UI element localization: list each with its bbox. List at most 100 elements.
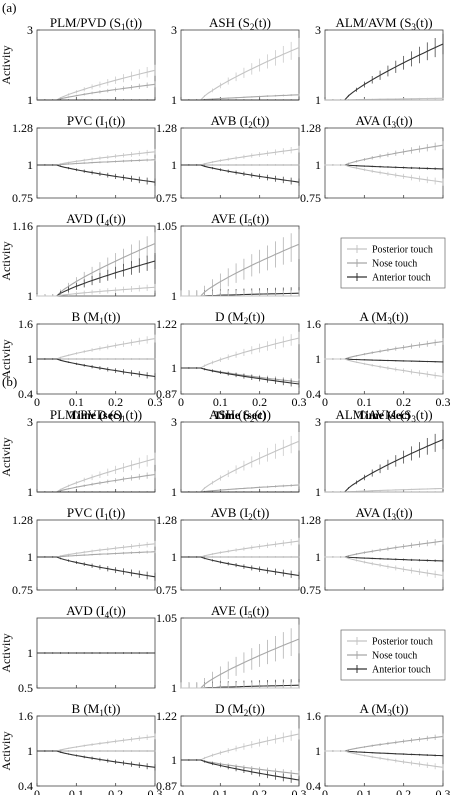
x-tick-label: 0.3 <box>436 787 451 795</box>
x-tick-label: 0.2 <box>252 787 267 795</box>
plot-frame <box>180 127 300 199</box>
subplot: PVC (I1(t)) 0.75 1 1.28 <box>12 505 156 597</box>
subplot-title: AVE (I5(t)) <box>211 211 269 228</box>
y-tick-label: 3 <box>27 415 33 429</box>
x-tick-label: 0 <box>178 787 184 795</box>
y-tick-label: 1 <box>171 753 177 767</box>
subplot: PLM/PVD (S1(t)) 1 3 Activity <box>0 15 156 107</box>
y-tick-label: 0.4 <box>18 779 33 793</box>
series-line-nose-touch <box>181 484 300 493</box>
series-line-anterior-touch <box>37 358 156 378</box>
y-tick-label: 0.75 <box>300 191 321 205</box>
subplot-title: D (M2(t)) <box>215 309 265 326</box>
series-line-posterior-touch <box>181 540 300 558</box>
subplot-title: ALM/AVM (S3(t)) <box>335 15 432 32</box>
subplot-title: PLM/PVD (S1(t)) <box>50 407 142 424</box>
panel-label: (a) <box>2 0 16 15</box>
panel-label: (b) <box>2 374 17 389</box>
legend-entry: Anterior touch <box>372 665 431 676</box>
y-tick-label: 3 <box>315 23 321 37</box>
series-line-anterior-touch <box>37 164 156 183</box>
subplot: PVC (I1(t)) 0.75 1 1.28 <box>12 113 156 205</box>
subplot: ASH (S2(t)) 1 3 <box>171 407 300 499</box>
subplot-title: PLM/PVD (S1(t)) <box>50 15 142 32</box>
series-line-nose-touch <box>325 735 444 752</box>
series-line-nose-touch <box>325 540 444 558</box>
x-tick-label: 0.3 <box>148 787 163 795</box>
series-line-posterior-touch <box>181 337 300 369</box>
y-tick-label: 1.28 <box>12 121 33 135</box>
series-line-posterior-touch <box>325 164 444 183</box>
subplot-title: AVA (I3(t)) <box>355 505 412 522</box>
series-line-posterior-touch <box>37 286 156 297</box>
subplot: ALM/AVM (S3(t)) 1 3 <box>315 407 444 499</box>
subplot: ALM/AVM (S3(t)) 1 3 <box>315 15 444 107</box>
y-tick-label: 1.6 <box>306 709 321 723</box>
y-tick-label: 1.28 <box>300 513 321 527</box>
y-tick-label: 1.6 <box>18 317 33 331</box>
series-line-anterior-touch <box>37 750 156 768</box>
subplot-title: A (M3(t)) <box>360 701 409 718</box>
x-tick-label: 0 <box>34 395 40 409</box>
y-tick-label: 1 <box>171 361 177 375</box>
subplot-title: B (M1(t)) <box>72 701 121 718</box>
subplot: AVB (I2(t)) 0.75 1 1.28 <box>156 505 300 597</box>
subplot-title: PVC (I1(t)) <box>67 113 125 130</box>
subplot-title: AVB (I2(t)) <box>211 113 270 130</box>
legend: Posterior touch Nose touch Anterior touch <box>340 237 446 289</box>
x-tick-label: 0 <box>34 787 40 795</box>
y-axis-label: Activity <box>0 731 13 770</box>
series-line-anterior-touch <box>181 759 300 781</box>
y-tick-label: 0.75 <box>12 191 33 205</box>
y-tick-label: 0.87 <box>156 779 177 793</box>
y-tick-label: 1.16 <box>12 219 33 233</box>
series-line-nose-touch <box>181 243 300 297</box>
series-line-anterior-touch <box>325 164 444 170</box>
series-line-posterior-touch <box>181 733 300 761</box>
subplot: AVD (I4(t)) 1 1.16 Activity <box>0 211 156 303</box>
x-tick-label: 0 <box>322 395 328 409</box>
series-line-posterior-touch <box>181 46 300 101</box>
subplot-title: ASH (S2(t)) <box>209 407 271 424</box>
y-tick-label: 1.6 <box>18 709 33 723</box>
y-tick-label: 3 <box>171 415 177 429</box>
subplot-title: AVD (I4(t)) <box>66 211 126 228</box>
subplot-title: PVC (I1(t)) <box>67 505 125 522</box>
series-line-nose-touch <box>325 340 444 360</box>
series-line-nose-touch <box>37 159 156 166</box>
plot-frame <box>180 421 300 493</box>
subplot-title: A (M3(t)) <box>360 309 409 326</box>
y-tick-label: 3 <box>171 23 177 37</box>
series-line-nose-touch <box>37 473 156 493</box>
y-tick-label: 3 <box>315 415 321 429</box>
series-line-nose-touch <box>325 144 444 166</box>
series-line-posterior-touch <box>37 458 156 493</box>
subplot-title: ALM/AVM (S3(t)) <box>335 407 432 424</box>
x-tick-label: 0.1 <box>69 787 84 795</box>
series-line-posterior-touch <box>181 440 300 493</box>
plot-frame <box>180 715 300 787</box>
y-tick-label: 1.05 <box>156 219 177 233</box>
subplot-title: B (M1(t)) <box>72 309 121 326</box>
y-tick-label: 0.4 <box>306 387 321 401</box>
chart-block-0: (a) PLM/PVD (S1(t)) 1 3 Activity ASH (S2(t)) 1… <box>0 0 451 422</box>
series-line-anterior-touch <box>325 750 444 757</box>
subplot: ASH (S2(t)) 1 3 <box>171 15 300 107</box>
y-tick-label: 1 <box>27 485 33 499</box>
plot-frame <box>180 323 300 395</box>
y-tick-label: 1 <box>171 681 177 695</box>
y-tick-label: 1 <box>315 485 321 499</box>
subplot: AVE (I5(t)) 1 1.05 <box>156 603 300 695</box>
series-line-posterior-touch <box>181 148 300 166</box>
y-tick-label: 0.75 <box>156 583 177 597</box>
plot-frame <box>324 519 444 591</box>
plot-frame <box>36 29 156 101</box>
legend-entry: Posterior touch <box>372 637 433 648</box>
plot-frame <box>36 225 156 297</box>
series-line-anterior-touch <box>181 556 300 577</box>
legend-entry: Nose touch <box>372 651 417 662</box>
subplot-title: AVE (I5(t)) <box>211 603 269 620</box>
y-tick-label: 0.75 <box>156 191 177 205</box>
